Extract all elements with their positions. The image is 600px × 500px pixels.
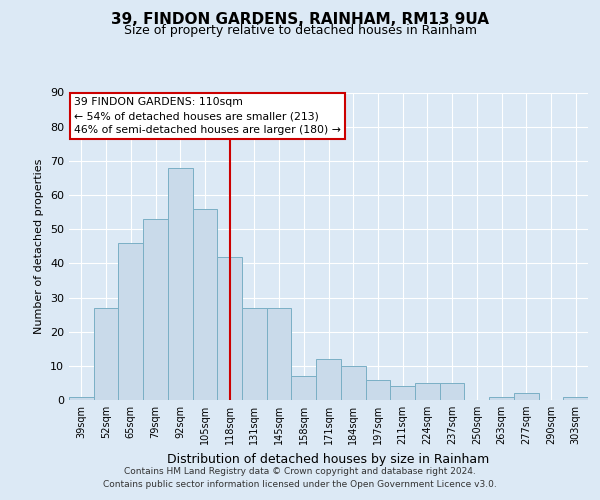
X-axis label: Distribution of detached houses by size in Rainham: Distribution of detached houses by size …	[167, 452, 490, 466]
Bar	[514, 393, 539, 400]
Bar	[390, 386, 415, 400]
Bar	[168, 168, 193, 400]
Bar	[292, 376, 316, 400]
Bar	[415, 383, 440, 400]
Y-axis label: Number of detached properties: Number of detached properties	[34, 158, 44, 334]
Bar	[365, 380, 390, 400]
Bar	[341, 366, 365, 400]
Text: Contains HM Land Registry data © Crown copyright and database right 2024.
Contai: Contains HM Land Registry data © Crown c…	[103, 468, 497, 489]
Bar	[193, 208, 217, 400]
Bar	[489, 396, 514, 400]
Bar	[143, 219, 168, 400]
Text: 39 FINDON GARDENS: 110sqm
← 54% of detached houses are smaller (213)
46% of semi: 39 FINDON GARDENS: 110sqm ← 54% of detac…	[74, 97, 341, 135]
Bar	[242, 308, 267, 400]
Text: Size of property relative to detached houses in Rainham: Size of property relative to detached ho…	[124, 24, 476, 37]
Bar	[118, 243, 143, 400]
Bar	[563, 396, 588, 400]
Bar	[69, 396, 94, 400]
Bar	[440, 383, 464, 400]
Bar	[94, 308, 118, 400]
Bar	[267, 308, 292, 400]
Bar	[217, 256, 242, 400]
Text: 39, FINDON GARDENS, RAINHAM, RM13 9UA: 39, FINDON GARDENS, RAINHAM, RM13 9UA	[111, 12, 489, 28]
Bar	[316, 359, 341, 400]
